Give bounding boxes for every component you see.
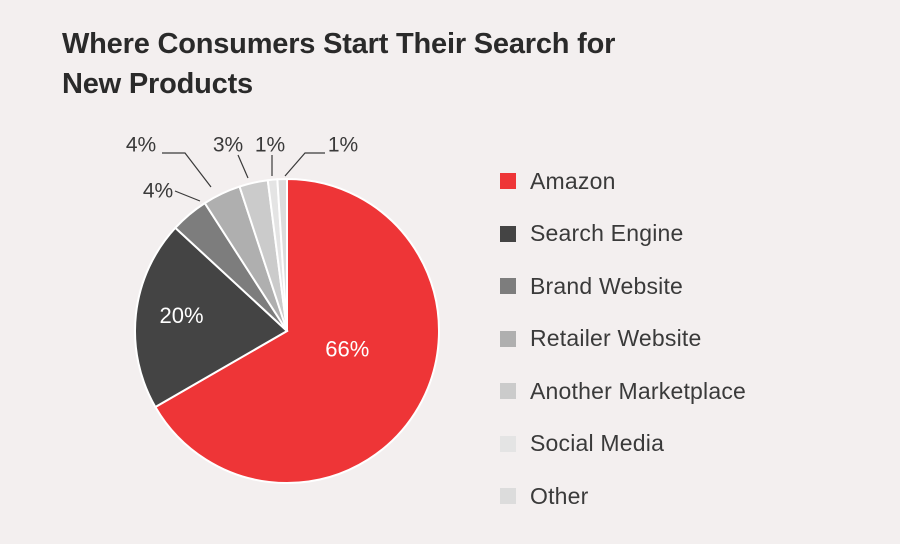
- data-label-another-marketplace: 3%: [213, 134, 243, 157]
- legend-label: Another Marketplace: [530, 377, 747, 404]
- legend-label: Other: [530, 482, 589, 509]
- data-label-search-engine: 20%: [160, 303, 204, 328]
- data-label-brand-website: 4%: [143, 180, 173, 203]
- chart-title-line-1: Where Consumers Start Their Search for: [62, 28, 616, 60]
- slice-other: [276, 177, 288, 332]
- legend-label: Amazon: [530, 167, 616, 194]
- legend-swatch: [500, 173, 516, 190]
- slice-search-engine: [134, 226, 289, 409]
- data-label-retailer-website: 4%: [126, 134, 156, 157]
- legend-swatch: [500, 330, 516, 347]
- legend-swatch: [500, 225, 516, 242]
- leader-line: [284, 152, 325, 177]
- leader-line: [237, 154, 249, 179]
- slice-amazon: [153, 177, 440, 484]
- legend-item: Social Media: [500, 418, 746, 471]
- leader-line: [174, 190, 201, 202]
- legend-label: Brand Website: [530, 272, 684, 299]
- legend-label: Search Engine: [530, 220, 684, 247]
- data-label-other: 1%: [328, 134, 358, 157]
- legend-item: Amazon: [500, 155, 746, 208]
- legend-item: Another Marketplace: [500, 365, 746, 418]
- legend-swatch: [500, 383, 516, 400]
- legend-item: Retailer Website: [500, 313, 746, 366]
- chart-title-line-2: New Products: [62, 68, 253, 100]
- legend-label: Retailer Website: [530, 325, 702, 352]
- legend-label: Social Media: [530, 430, 665, 457]
- chart-title: Where Consumers Start Their Search for N…: [62, 24, 702, 104]
- leader-line: [162, 152, 212, 188]
- data-label-amazon: 66%: [325, 336, 369, 361]
- legend-swatch: [500, 435, 516, 452]
- legend-item: Search Engine: [500, 208, 746, 261]
- legend: Amazon Search Engine Brand Website Retai…: [500, 155, 746, 523]
- legend-item: Brand Website: [500, 260, 746, 313]
- legend-swatch: [500, 488, 516, 505]
- legend-item: Other: [500, 470, 746, 523]
- legend-swatch: [500, 278, 516, 295]
- data-label-social-media: 1%: [255, 134, 285, 157]
